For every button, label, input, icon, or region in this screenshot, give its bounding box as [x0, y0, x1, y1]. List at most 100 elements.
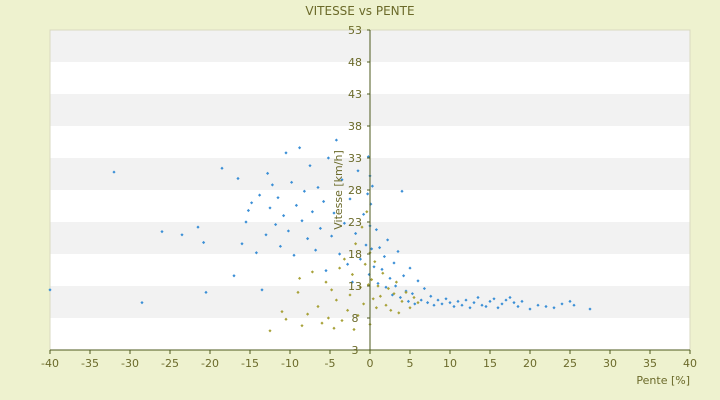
data-point [282, 214, 286, 218]
data-point [468, 306, 472, 310]
data-point [422, 286, 426, 291]
data-point [388, 276, 392, 280]
data-point [314, 248, 318, 252]
data-point [264, 233, 268, 237]
data-point [588, 307, 592, 311]
data-point [340, 178, 344, 182]
data-point [396, 249, 400, 254]
data-point [332, 326, 336, 330]
data-point [512, 301, 516, 305]
data-point [397, 311, 401, 315]
data-point [232, 274, 236, 278]
x-tick-label: 0 [367, 357, 374, 370]
data-point [413, 302, 417, 306]
data-point [268, 329, 272, 333]
data-point [426, 301, 430, 305]
data-point [366, 283, 370, 287]
data-point [298, 146, 302, 150]
data-point [370, 278, 374, 282]
data-point [48, 288, 52, 292]
y-tick-label: 23 [348, 216, 362, 229]
data-point [298, 276, 302, 280]
data-point [266, 171, 270, 175]
data-point [416, 279, 420, 283]
data-point [374, 306, 378, 310]
data-point [389, 308, 393, 312]
data-point [536, 303, 540, 307]
data-point [180, 233, 184, 237]
y-tick-label: 43 [348, 88, 362, 101]
data-point [360, 225, 364, 229]
data-point [354, 231, 358, 236]
data-point [294, 203, 298, 207]
x-tick-label: -20 [201, 357, 219, 370]
y-axis-label: Vitesse [km/h] [332, 150, 345, 230]
data-point [382, 254, 386, 259]
data-point [464, 298, 468, 302]
data-point [258, 193, 262, 197]
data-point [492, 297, 496, 301]
data-point [270, 183, 274, 187]
data-point [370, 184, 374, 188]
data-point [560, 302, 564, 306]
data-point [386, 238, 390, 242]
x-tick-label: -40 [41, 357, 59, 370]
data-point [326, 316, 330, 320]
x-tick-label: -10 [281, 357, 299, 370]
data-point [278, 244, 282, 248]
data-point [384, 303, 388, 307]
data-point [196, 225, 200, 229]
data-point [363, 262, 367, 266]
y-tick-label: 18 [348, 248, 362, 261]
data-point [342, 257, 346, 261]
x-tick-label: -30 [121, 357, 139, 370]
data-point [306, 237, 310, 241]
data-point [373, 260, 377, 264]
data-point [394, 280, 398, 284]
data-point [346, 308, 350, 312]
data-point [390, 293, 394, 297]
data-point [296, 290, 300, 294]
data-point [384, 285, 388, 289]
x-axis-label: Pente [%] [636, 374, 690, 387]
data-point [448, 301, 452, 305]
series-olive [268, 210, 420, 333]
x-tick-label: 25 [563, 357, 577, 370]
data-point [334, 298, 338, 302]
data-point [504, 298, 508, 302]
data-point [348, 197, 352, 201]
data-point [460, 303, 464, 307]
x-axis-ticks: -40 -35 -30 -25 -20 -15 -10 -5 0 5 10 15 20 25 30 35 40 [41, 350, 697, 370]
data-point [330, 288, 334, 292]
data-point [376, 281, 380, 286]
data-point [338, 266, 342, 270]
data-point [452, 304, 456, 309]
data-point [392, 292, 396, 296]
data-point [302, 189, 306, 193]
x-tick-label: 20 [523, 357, 537, 370]
data-point [429, 294, 433, 298]
data-point [544, 304, 548, 309]
data-point [398, 295, 402, 300]
data-point [274, 222, 278, 227]
data-point [356, 313, 360, 318]
data-point [374, 228, 378, 232]
data-point [316, 304, 320, 309]
data-point [552, 306, 556, 310]
data-point [260, 288, 264, 292]
data-point [350, 272, 354, 277]
data-point [204, 290, 208, 294]
data-point [520, 299, 524, 303]
data-point [476, 295, 480, 300]
data-point [484, 304, 488, 309]
data-point [236, 176, 240, 181]
data-point [284, 151, 288, 155]
data-point [362, 302, 366, 306]
data-point [496, 306, 500, 310]
data-point [381, 271, 385, 275]
data-point [310, 270, 314, 274]
data-point [240, 242, 244, 246]
data-point [250, 201, 254, 205]
data-point [254, 251, 258, 255]
data-point [308, 164, 312, 168]
